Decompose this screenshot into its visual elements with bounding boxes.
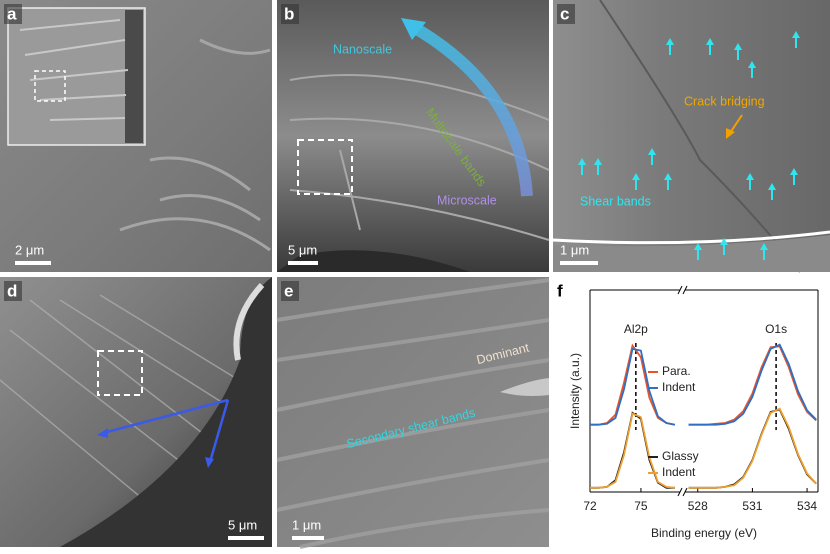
texture	[277, 250, 470, 272]
inset	[7, 7, 146, 146]
texture	[276, 278, 550, 549]
arrow-head	[792, 31, 800, 38]
series-line	[590, 343, 817, 426]
scale-bar-label: 1 μm	[292, 517, 321, 532]
break-mark	[677, 487, 683, 497]
label-bg	[4, 4, 22, 24]
x-tick-label: 72	[583, 499, 597, 513]
legend-label: Glassy	[662, 449, 699, 463]
texture	[553, 235, 830, 272]
scale-bar-label: 5 μm	[288, 242, 317, 257]
label-bg	[281, 4, 299, 24]
x-tick-label: 528	[688, 499, 708, 513]
scale-arrow-head	[401, 18, 426, 40]
panel-label: b	[284, 4, 294, 23]
roi-box	[97, 350, 143, 396]
annotation: Crack bridging	[684, 94, 765, 108]
break-mark	[677, 285, 683, 295]
shear-band-arrows	[578, 31, 800, 260]
texture	[233, 282, 265, 361]
panel-label: f	[557, 281, 563, 300]
break-gap	[680, 488, 685, 496]
roi-box	[34, 70, 66, 102]
arrow-head	[768, 183, 776, 190]
annotation: Microscale	[437, 193, 497, 207]
panel-label: c	[560, 4, 569, 23]
arrow-head	[748, 61, 756, 68]
panel-label: d	[7, 281, 17, 300]
arrow-head	[734, 43, 742, 50]
arrow-head	[760, 243, 768, 250]
legend-label: Para.	[662, 364, 691, 378]
scale-bar	[228, 536, 264, 540]
texture	[0, 294, 256, 531]
panel-label: a	[7, 4, 17, 23]
x-tick-label: 75	[634, 499, 648, 513]
sem-image	[553, 0, 830, 272]
scale-bar	[15, 261, 51, 265]
texture	[125, 10, 143, 143]
series-line	[590, 408, 817, 489]
arrow-head	[578, 158, 586, 165]
direction-arrow-head	[97, 428, 108, 438]
arrow-head	[666, 38, 674, 45]
arrow-head	[648, 148, 656, 155]
x-tick-label: 534	[797, 499, 817, 513]
label-bg	[281, 281, 299, 301]
arrow-head	[720, 238, 728, 245]
scale-bar-label: 2 μm	[15, 242, 44, 257]
texture	[289, 74, 550, 241]
break-mark	[682, 487, 688, 497]
peak-label: Al2p	[624, 322, 648, 336]
scale-bar	[560, 261, 598, 265]
arrow-head	[632, 173, 640, 180]
series-line	[590, 407, 817, 489]
x-tick-label: 531	[742, 499, 762, 513]
break-mark	[682, 285, 688, 295]
arrow-head	[694, 243, 702, 250]
arrow-head	[594, 158, 602, 165]
legend-label: Indent	[662, 380, 696, 394]
annotation-arrow-head	[726, 128, 735, 139]
scale-bar-label: 1 μm	[560, 242, 589, 257]
y-axis-label: Intensity (a.u.)	[568, 353, 582, 429]
annotation: Shear bands	[580, 194, 651, 208]
sem-image	[277, 277, 549, 547]
direction-arrow	[102, 398, 230, 463]
texture	[119, 38, 271, 252]
legend-label: Indent	[662, 465, 696, 479]
texture	[500, 378, 549, 396]
arrow-head	[706, 38, 714, 45]
direction-arrow-head	[205, 457, 214, 468]
scale-bar	[288, 261, 318, 265]
arrow-head	[664, 173, 672, 180]
break-gap	[680, 286, 685, 294]
x-axis-label: Binding energy (eV)	[651, 526, 757, 540]
label-bg	[4, 281, 22, 301]
arrow-head	[790, 168, 798, 175]
scale-bar-label: 5 μm	[228, 517, 257, 532]
edge	[552, 230, 830, 245]
roi-box	[297, 139, 353, 195]
arrow-head	[746, 173, 754, 180]
scale-bar	[292, 536, 324, 540]
annotation-arrow	[729, 114, 743, 134]
panel-label: e	[284, 281, 293, 300]
scale-arrow	[411, 22, 533, 197]
peak-label: O1s	[765, 322, 787, 336]
annotation: Nanoscale	[333, 42, 392, 56]
label-bg	[557, 4, 575, 24]
texture	[19, 19, 129, 121]
texture	[60, 277, 272, 547]
